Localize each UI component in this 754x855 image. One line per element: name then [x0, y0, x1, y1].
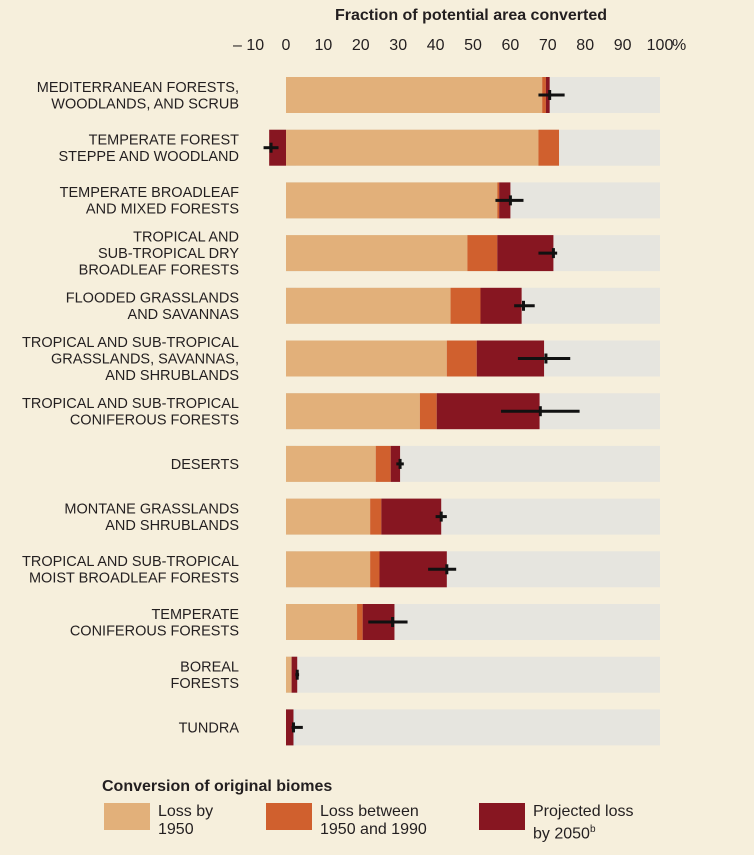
error-bars	[263, 90, 580, 733]
category-label: TROPICAL AND SUB-TROPICAL MOIST BROADLEAF…	[22, 554, 239, 587]
x-tick-label: 70	[539, 37, 557, 54]
bar-segment-2	[381, 498, 442, 535]
category-label: TROPICAL AND SUB-TROPICAL GRASSLANDS, SAV…	[22, 335, 239, 384]
legend-swatch-loss-by-1950	[104, 803, 150, 830]
bar-segment-1	[538, 129, 560, 166]
bar-segment-2	[390, 445, 401, 482]
x-tick-label: 30	[389, 37, 407, 54]
legend-label-projected-text: Projected loss by 2050	[533, 803, 634, 843]
bar-segment-0	[286, 340, 447, 377]
legend-item-loss-1950-1990: Loss between 1950 and 1990	[266, 803, 427, 839]
bar-segment-1	[375, 445, 391, 482]
legend-swatch-projected-loss-2050	[479, 803, 525, 830]
bar-segment-1	[419, 393, 437, 430]
x-tick-label: 10	[315, 37, 333, 54]
category-label: MONTANE GRASSLANDS AND SHRUBLANDS	[64, 501, 239, 534]
legend-label-loss-by-1950: Loss by 1950	[158, 803, 214, 838]
bar-segment-0	[286, 393, 420, 430]
bar-segment-0	[286, 445, 376, 482]
legend-item-loss-by-1950: Loss by 1950	[104, 803, 213, 839]
bar-segment-1	[370, 498, 382, 535]
category-labels: MEDITERRANEAN FORESTS, WOODLANDS, AND SCR…	[22, 80, 239, 737]
category-label: FLOODED GRASSLANDS AND SAVANNAS	[66, 291, 239, 324]
bar-segment-1	[370, 551, 380, 588]
chart-title: Fraction of potential area converted	[335, 7, 607, 24]
legend-item-projected-loss-2050: Projected loss by 2050b	[479, 803, 634, 843]
bar-segment-1	[357, 604, 363, 640]
legend-label-projected-loss-2050: Projected loss by 2050b	[533, 803, 634, 843]
bar-segment-0	[286, 287, 451, 324]
bar-segment-2	[291, 656, 298, 693]
legend-swatch-loss-1950-1990	[266, 803, 312, 830]
x-tick-label: 50	[464, 37, 482, 54]
bar-segment-1	[446, 340, 477, 377]
legend-label-footnote: b	[589, 824, 596, 835]
x-tick-label: 90	[614, 37, 632, 54]
bar-segment-0	[286, 77, 543, 113]
x-axis-unit: %	[672, 37, 686, 54]
bar-segment-0	[286, 551, 371, 588]
bar-track	[286, 656, 660, 693]
category-label: BOREAL FORESTS	[171, 659, 239, 692]
category-label: TUNDRA	[179, 720, 240, 736]
bar-segment-0	[286, 498, 371, 535]
bar-segment-1	[450, 287, 481, 324]
chart-svg: Fraction of potential area converted – 1…	[22, 7, 686, 746]
category-label: TEMPERATE FOREST STEPPE AND WOODLAND	[59, 132, 240, 165]
x-tick-label: 60	[502, 37, 520, 54]
category-label: DESERTS	[171, 457, 239, 473]
x-tick-label: – 10	[233, 37, 264, 54]
x-tick-label: 40	[427, 37, 445, 54]
bar-segment-0	[286, 235, 468, 272]
bar-segment-2	[286, 709, 294, 746]
bar-track	[286, 709, 660, 746]
legend-title: Conversion of original biomes	[102, 778, 333, 795]
bar-segment-1	[467, 235, 498, 272]
x-tick-label: 80	[576, 37, 594, 54]
legend-label-loss-1950-1990: Loss between 1950 and 1990	[320, 803, 427, 838]
category-label: TROPICAL AND SUB-TROPICAL DRY BROADLEAF FO…	[79, 230, 240, 279]
category-label: MEDITERRANEAN FORESTS, WOODLANDS, AND SCR…	[37, 80, 239, 113]
category-label: TEMPERATE BROADLEAF AND MIXED FORESTS	[60, 185, 240, 218]
bar-segment-0	[286, 656, 292, 693]
x-tick-label: 100	[647, 37, 674, 54]
category-label: TEMPERATE CONIFEROUS FORESTS	[70, 607, 240, 640]
x-tick-label: 0	[282, 37, 291, 54]
category-label: TROPICAL AND SUB-TROPICAL CONIFEROUS FORE…	[22, 396, 239, 429]
bar-segment-0	[286, 182, 498, 219]
bar-segment-0	[286, 604, 358, 640]
bar-segment-0	[286, 129, 539, 166]
x-axis-ticks: – 10 0 10 20 30 40 50 60 70 80 90 100%	[233, 37, 686, 54]
x-tick-label: 20	[352, 37, 370, 54]
